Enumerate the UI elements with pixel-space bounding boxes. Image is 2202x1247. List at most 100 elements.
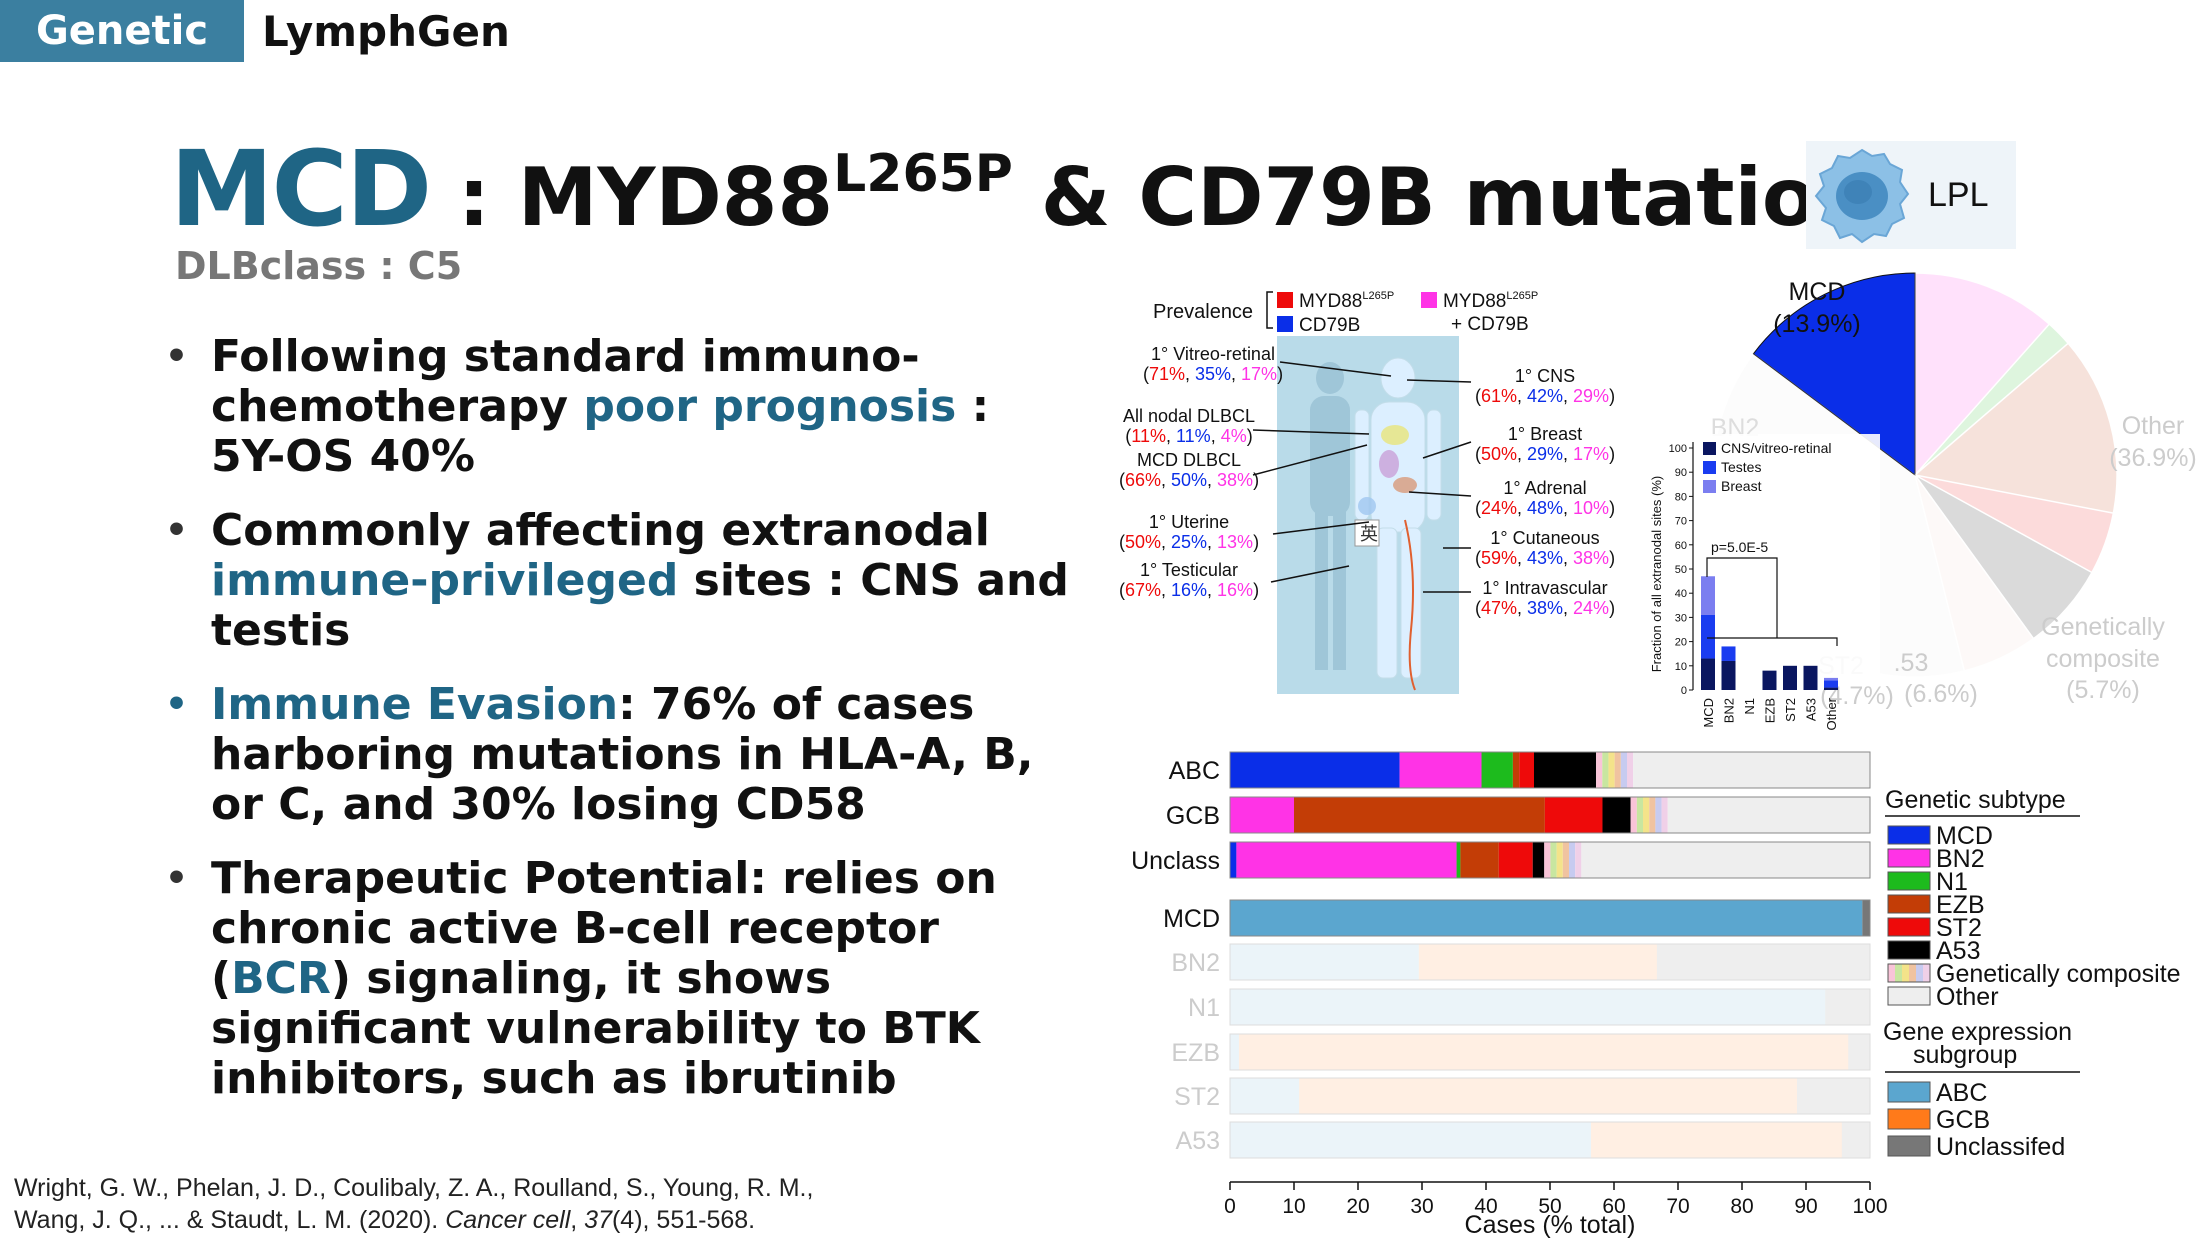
bar-category-label: Other — [1824, 697, 1839, 730]
citation-text: Wang, J. Q., ... & Staudt, L. M. (2020). — [14, 1206, 445, 1234]
site-label: 1° Breast — [1508, 424, 1582, 444]
legend-swatch-composite — [1902, 964, 1909, 982]
citation-line2: Wang, J. Q., ... & Staudt, L. M. (2020).… — [14, 1204, 813, 1236]
bar-tick-label: 70 — [1675, 516, 1687, 528]
stack-segment-composite — [1621, 752, 1627, 788]
legend-genetic-title: Genetic subtype — [1885, 786, 2066, 814]
legend-swatch-a53 — [1888, 941, 1930, 959]
bullet-highlight: poor prognosis — [583, 381, 956, 432]
bar-mcd — [1701, 615, 1715, 659]
site-values: (11%, 11%, 4%) — [1125, 426, 1252, 446]
bar-tick-label: 30 — [1675, 612, 1687, 624]
bar-a53 — [1804, 666, 1818, 690]
bar-tick-label: 10 — [1675, 661, 1687, 673]
bar-category-label: N1 — [1742, 698, 1757, 715]
stack-segment-abc — [1230, 944, 1419, 980]
stack-tick-label: 70 — [1666, 1195, 1689, 1218]
stack-segment-composite — [1602, 752, 1608, 788]
stack-segment-mcd — [1230, 752, 1400, 788]
stack-segment-ezb — [1460, 842, 1498, 878]
citation-volume: 37 — [584, 1206, 612, 1234]
legend-swatch-ezb — [1888, 895, 1930, 913]
bar-tick-label: 50 — [1675, 564, 1687, 576]
stack-segment-other — [1633, 752, 1870, 788]
stack-segment-gcb — [1299, 1078, 1797, 1114]
stack-segment-composite — [1550, 842, 1556, 878]
stack-tick-label: 100 — [1852, 1195, 1887, 1218]
bar-category-label: EZB — [1763, 698, 1778, 723]
stack-row-label: BN2 — [1171, 949, 1220, 977]
bar-legend-testes: Testes — [1721, 459, 1761, 475]
legend-swatch-n1 — [1888, 872, 1930, 890]
bar-pvalue: p=5.0E-5 — [1711, 539, 1768, 555]
figure-panel: Prevalence MYD88L265P MYD88L265P + CD79B… — [1105, 270, 2202, 1247]
bar-x-categories: MCD BN2 N1 EZB ST2 A53 Other — [1701, 697, 1839, 730]
bar-mcd — [1701, 576, 1715, 615]
site-label: 1° CNS — [1515, 366, 1575, 386]
bar-bn2 — [1722, 646, 1736, 661]
site-values: (50%, 25%, 13%) — [1119, 532, 1259, 552]
site-values: (66%, 50%, 38%) — [1119, 470, 1259, 490]
body-map: Prevalence MYD88L265P MYD88L265P + CD79B… — [1119, 290, 1615, 694]
stack-row-label: EZB — [1171, 1039, 1220, 1067]
stack-segment-unclassified — [1657, 944, 1870, 980]
bar-legend-cns: CNS/vitreo-retinal — [1721, 440, 1831, 456]
section-tag: Genetic — [0, 0, 244, 62]
stack-segment-bn2 — [1400, 752, 1482, 788]
citation-text: , — [570, 1206, 584, 1234]
legend-swatch-gene — [1888, 1136, 1930, 1156]
stacked-xlabel: Cases (% total) — [1465, 1211, 1636, 1239]
site-label: 1° Uterine — [1149, 512, 1229, 532]
bar-st2 — [1783, 666, 1797, 690]
site-label: MCD DLBCL — [1137, 450, 1241, 470]
left-site-labels: 1° Vitreo-retinal (71%, 35%, 17%) All no… — [1119, 344, 1283, 600]
bar-tick-label: 0 — [1681, 685, 1687, 697]
stack-segment-composite — [1655, 797, 1661, 833]
bar-other — [1824, 678, 1838, 680]
stack-segment-composite — [1544, 842, 1550, 878]
stack-segment-composite — [1637, 797, 1643, 833]
pie-label-composite-1: Genetically — [2041, 613, 2165, 641]
bullet-highlight: immune-privileged — [211, 555, 678, 606]
stack-segment-gcb — [1419, 944, 1657, 980]
citation-line1: Wright, G. W., Phelan, J. D., Coulibaly,… — [14, 1172, 813, 1204]
legend-swatch-gene — [1888, 1109, 1930, 1129]
stack-segment-ezb — [1294, 797, 1545, 833]
legend-swatch-other — [1888, 987, 1930, 1005]
stack-segment-mcd — [1230, 842, 1236, 878]
stack-row-label: ST2 — [1174, 1083, 1220, 1111]
legend-swatch-st2 — [1888, 918, 1930, 936]
citation: Wright, G. W., Phelan, J. D., Coulibaly,… — [14, 1172, 813, 1236]
legend-plus-cd79b: + CD79B — [1451, 314, 1529, 335]
legend-swatch-cd79b — [1277, 316, 1293, 332]
stack-segment-unclassified — [1825, 989, 1870, 1025]
stack-tick-label: 20 — [1346, 1195, 1369, 1218]
stack-tick-label: 90 — [1794, 1195, 1817, 1218]
lymphocyte-cell-icon — [1812, 146, 1912, 246]
bar-legend-swatch — [1703, 461, 1716, 474]
stack-segment-unclassified — [1842, 1122, 1870, 1158]
stack-tick-label: 80 — [1730, 1195, 1753, 1218]
bar-tick-label: 40 — [1675, 588, 1687, 600]
title-superscript: L265P — [833, 144, 1013, 204]
stack-tick-label: 30 — [1410, 1195, 1433, 1218]
site-values: (24%, 48%, 10%) — [1475, 498, 1615, 518]
pie-pct-a53: (6.6%) — [1904, 680, 1978, 708]
title-rest: & CD79B mutations — [1013, 151, 1921, 244]
stack-row-label: A53 — [1176, 1127, 1220, 1155]
citation-text: (4), 551-568. — [612, 1206, 755, 1234]
site-label: 1° Vitreo-retinal — [1151, 344, 1275, 364]
pie-label-mcd: MCD — [1789, 278, 1846, 306]
stack-segment-composite — [1643, 797, 1649, 833]
stack-segment-a53 — [1534, 752, 1596, 788]
site-values: (47%, 38%, 24%) — [1475, 598, 1615, 618]
title-mcd: MCD — [170, 128, 430, 250]
stack-segment-a53 — [1533, 842, 1545, 878]
legend-swatch-composite — [1916, 964, 1923, 982]
bar-category-label: MCD — [1701, 698, 1716, 728]
stack-segment-abc — [1230, 900, 1862, 936]
bar-legend-swatch — [1703, 442, 1716, 455]
legend-gene-title-2: subgroup — [1913, 1041, 2017, 1069]
bullet-list: Following standard immuno-chemotherapy p… — [165, 332, 1070, 1128]
